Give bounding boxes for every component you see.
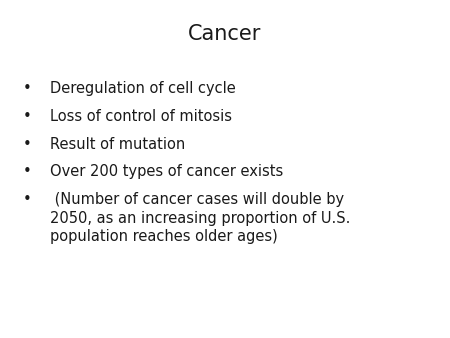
Text: •: •: [22, 192, 32, 207]
Text: Result of mutation: Result of mutation: [50, 137, 185, 151]
Text: •: •: [22, 109, 32, 124]
Text: Deregulation of cell cycle: Deregulation of cell cycle: [50, 81, 235, 96]
Text: Over 200 types of cancer exists: Over 200 types of cancer exists: [50, 164, 283, 179]
Text: •: •: [22, 137, 32, 151]
Text: (Number of cancer cases will double by
2050, as an increasing proportion of U.S.: (Number of cancer cases will double by 2…: [50, 192, 350, 244]
Text: •: •: [22, 164, 32, 179]
Text: •: •: [22, 81, 32, 96]
Text: Cancer: Cancer: [188, 24, 262, 44]
Text: Loss of control of mitosis: Loss of control of mitosis: [50, 109, 231, 124]
